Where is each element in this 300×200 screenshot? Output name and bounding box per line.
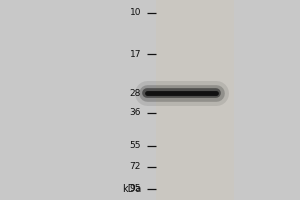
Text: 95: 95 — [130, 184, 141, 193]
Bar — [156, 0, 234, 200]
Text: 72: 72 — [130, 162, 141, 171]
Text: 36: 36 — [130, 108, 141, 117]
Text: 55: 55 — [130, 141, 141, 150]
Text: kDa: kDa — [122, 184, 141, 194]
Text: 17: 17 — [130, 50, 141, 59]
Text: 28: 28 — [130, 89, 141, 98]
Text: 10: 10 — [130, 8, 141, 17]
